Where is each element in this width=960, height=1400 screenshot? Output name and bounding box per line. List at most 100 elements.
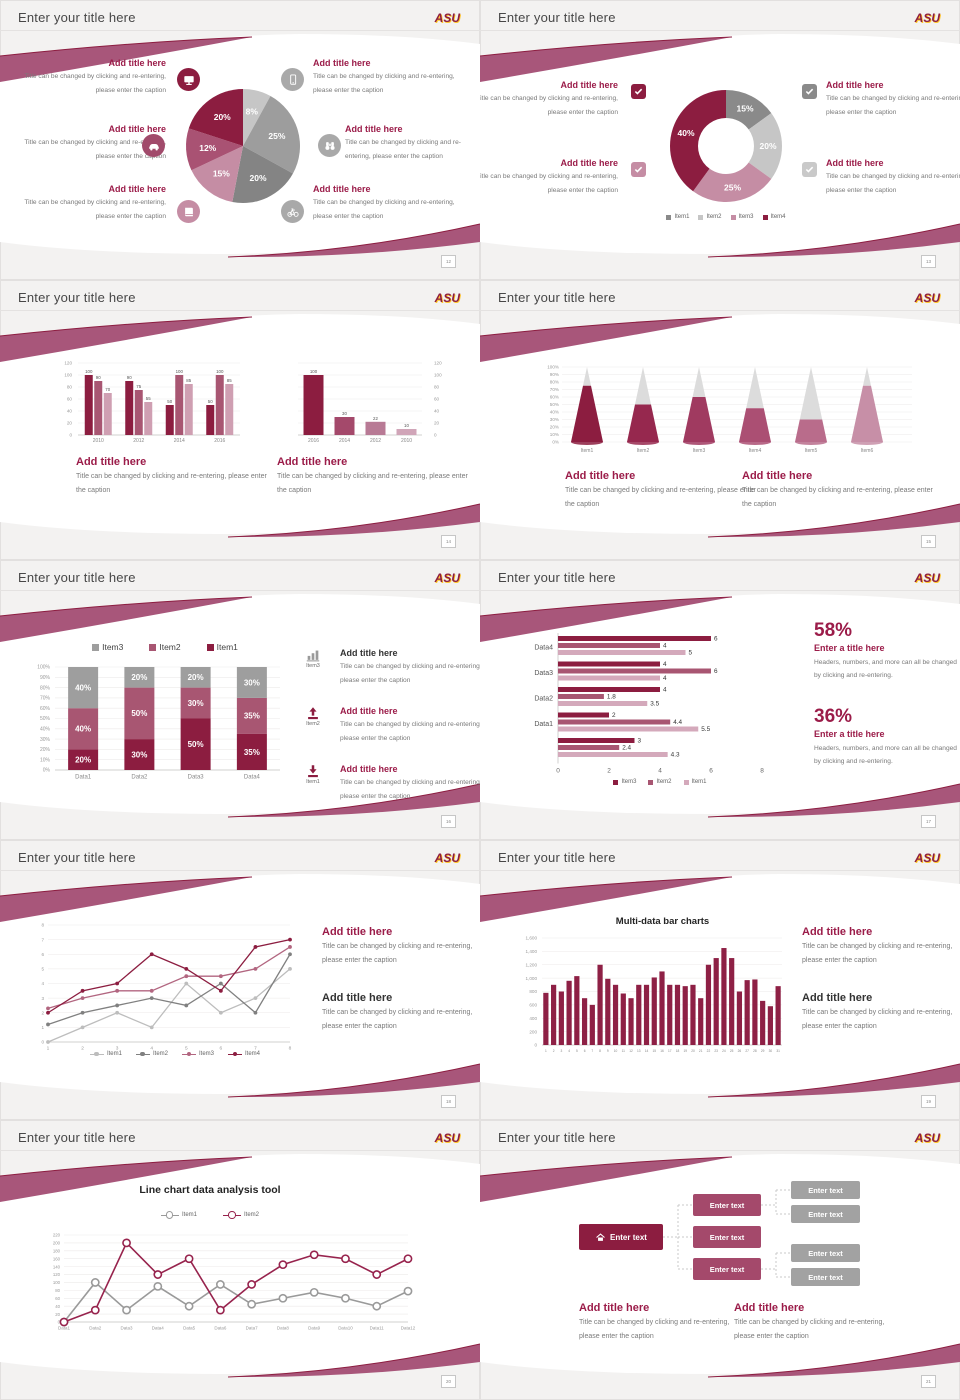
callout: Add title here Title can be changed by c… <box>480 80 618 119</box>
legend-marker <box>648 779 654 785</box>
tree-mid-node: Enter text <box>693 1258 761 1280</box>
callout-caption: Title can be changed by clicking and re-… <box>579 1319 730 1341</box>
svg-text:8: 8 <box>41 923 44 928</box>
svg-text:Data3: Data3 <box>121 1326 134 1331</box>
svg-text:Item2: Item2 <box>637 448 650 454</box>
slide-13[interactable]: Enter your title here ASU 15% 20% 25% 40% I… <box>480 0 960 280</box>
callout-title: Add title here <box>826 158 884 168</box>
svg-text:85: 85 <box>227 378 232 383</box>
line-chart: 0 20 40 60 80 100 120 140 160 180 200 220 Data1 Data2… <box>53 1233 416 1331</box>
svg-text:800: 800 <box>529 989 537 994</box>
svg-text:Data2: Data2 <box>131 775 148 781</box>
svg-text:Data12: Data12 <box>401 1326 416 1331</box>
slide-14[interactable]: Enter your title here ASU 0 20 40 60 80 100 12… <box>0 280 480 560</box>
svg-text:2: 2 <box>41 1010 44 1015</box>
svg-text:2010: 2010 <box>401 438 412 444</box>
svg-text:30%: 30% <box>131 750 147 759</box>
svg-text:8: 8 <box>760 768 764 775</box>
svg-text:5.5: 5.5 <box>701 726 710 733</box>
callout: Add title here Title can be changed by c… <box>14 184 166 223</box>
legend-item: Item2 <box>135 1051 168 1057</box>
svg-text:50: 50 <box>208 399 213 404</box>
slide-background <box>0 314 480 538</box>
single-bar-chart: 0 20 40 60 80 100 120 100 30 22 10 2016 2014 2012 2010 <box>298 361 442 444</box>
callout-title: Add title here <box>108 58 166 68</box>
svg-text:50%: 50% <box>40 716 51 722</box>
svg-text:4: 4 <box>568 1049 570 1053</box>
svg-text:20: 20 <box>434 421 440 426</box>
pie-chart: 8% 25% 20% 15% 12% 20% <box>186 89 301 203</box>
svg-text:Data1: Data1 <box>58 1326 71 1331</box>
svg-text:17: 17 <box>668 1049 672 1053</box>
slide-19[interactable]: Enter your title here ASU Multi-data bar… <box>480 840 960 1120</box>
svg-text:40: 40 <box>67 409 73 414</box>
legend-item: Item3 <box>613 779 636 785</box>
svg-text:2010: 2010 <box>93 438 104 444</box>
callout-caption: Title can be changed by clicking and re-… <box>340 721 480 742</box>
svg-text:5: 5 <box>689 650 693 657</box>
chart-legend: Item1 Item2 Item3 Item4 <box>640 214 812 220</box>
svg-text:20%: 20% <box>250 173 267 183</box>
asu-logo: ASU <box>434 11 460 25</box>
tree-connectors <box>663 1189 791 1278</box>
legend-label: Item2 <box>152 1051 168 1057</box>
legend-marker <box>182 1051 196 1056</box>
slide-background <box>480 34 960 258</box>
callout-caption: Title can be changed by clicking and re-… <box>277 473 468 495</box>
callout-caption: Title can be changed by clicking and re-… <box>345 139 461 160</box>
bar-chart-icon: Item3 <box>296 647 330 671</box>
svg-text:Data7: Data7 <box>246 1326 259 1331</box>
svg-text:220: 220 <box>53 1233 61 1238</box>
legend-label: Item1 <box>181 1212 197 1218</box>
callout-caption: Title can be changed by clicking and re-… <box>480 173 618 194</box>
legend-item: Item2 <box>698 214 722 220</box>
legend-marker <box>135 1051 150 1056</box>
svg-text:25%: 25% <box>268 131 285 141</box>
svg-text:4: 4 <box>150 1046 153 1052</box>
asu-logo: ASU <box>914 571 940 585</box>
svg-text:2014: 2014 <box>339 438 350 444</box>
svg-text:120: 120 <box>53 1272 61 1277</box>
slide-title: Enter your title here <box>18 570 136 585</box>
callout-caption: Title can be changed by clicking and re-… <box>340 779 480 800</box>
svg-text:400: 400 <box>529 1016 537 1021</box>
svg-text:10: 10 <box>404 423 409 428</box>
svg-text:2: 2 <box>81 1046 84 1052</box>
svg-text:120: 120 <box>64 361 72 366</box>
slide-16[interactable]: Enter your title here ASU Item3 Item2 Item… <box>0 560 480 840</box>
header-divider <box>0 310 480 311</box>
svg-text:Data9: Data9 <box>308 1326 321 1331</box>
legend-marker <box>666 214 672 220</box>
legend-item: Item4 <box>228 1051 260 1057</box>
svg-text:600: 600 <box>529 1003 537 1008</box>
svg-text:70%: 70% <box>40 696 51 702</box>
slide-12[interactable]: Enter your title here ASU 8% 25% 20% 15% 12%… <box>0 0 480 280</box>
asu-logo: ASU <box>434 571 460 585</box>
svg-text:30: 30 <box>769 1049 773 1053</box>
header-divider <box>0 30 480 31</box>
svg-text:Data2: Data2 <box>534 695 553 702</box>
slide-20[interactable]: Enter your title here ASU Line chart dat… <box>0 1120 480 1400</box>
slide-21[interactable]: Enter your title here ASU Enter text Ent… <box>480 1120 960 1400</box>
svg-text:1,600: 1,600 <box>526 936 538 941</box>
svg-text:29: 29 <box>761 1049 765 1053</box>
svg-text:Item4: Item4 <box>749 448 762 454</box>
svg-text:4.4: 4.4 <box>673 719 682 726</box>
svg-text:2016: 2016 <box>308 438 319 444</box>
page-number: 17 <box>921 815 936 828</box>
svg-text:2: 2 <box>612 712 616 719</box>
smartphone-icon <box>281 68 304 91</box>
svg-text:4: 4 <box>41 981 44 986</box>
callout-caption: Title can be changed by clicking and re-… <box>24 199 166 220</box>
callout-title: Add title here <box>802 992 873 1004</box>
legend-item: Item3 <box>730 214 754 220</box>
slide-15[interactable]: Enter your title here ASU 0% 10% 20% 30% 40%… <box>480 280 960 560</box>
svg-text:40%: 40% <box>40 727 51 733</box>
slide-17[interactable]: Enter your title here ASU 0 2 4 6 8 6 4 5 Data4 4… <box>480 560 960 840</box>
tree-node-label: Enter text <box>808 1209 843 1219</box>
svg-text:4: 4 <box>663 661 667 668</box>
svg-text:20: 20 <box>67 421 73 426</box>
svg-text:3: 3 <box>116 1046 119 1052</box>
